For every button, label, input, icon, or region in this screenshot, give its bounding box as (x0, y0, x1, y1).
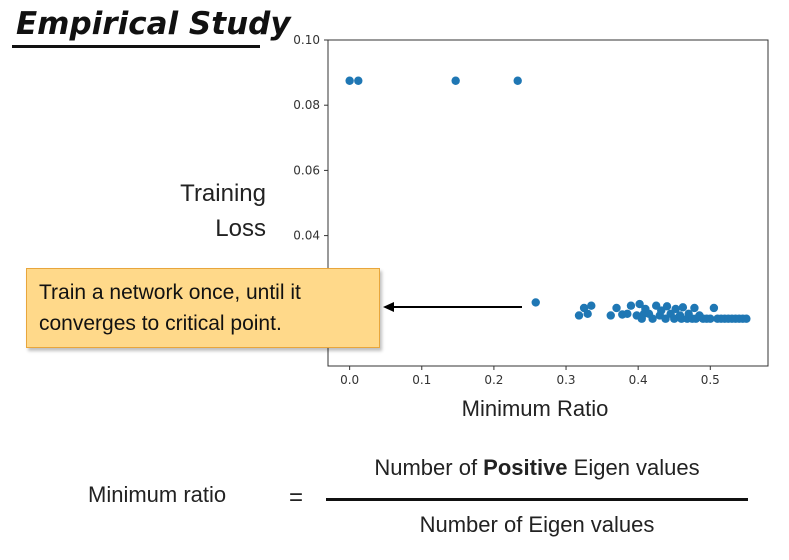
data-point (648, 314, 657, 323)
data-point (606, 311, 615, 320)
x-tick-label: 0.0 (340, 373, 359, 387)
y-tick-label: 0.06 (293, 163, 320, 177)
data-point (662, 302, 672, 311)
y-tick-label: 0.04 (293, 229, 320, 243)
data-point (345, 76, 354, 85)
data-point (451, 76, 460, 85)
data-point (587, 301, 596, 310)
data-point (574, 311, 584, 320)
data-point (513, 76, 522, 85)
data-point (678, 303, 688, 312)
slide-title: Empirical Study (16, 6, 291, 42)
formula-numerator: Number of Positive Eigen values (326, 455, 748, 481)
numerator-pre: Number of (374, 455, 484, 480)
equals-sign: = (289, 484, 304, 511)
y-tick-label: 0.08 (293, 98, 320, 112)
x-tick-label: 0.2 (484, 373, 503, 387)
y-ticks: 0.020.040.060.080.10 (293, 33, 328, 308)
x-tick-label: 0.1 (412, 373, 431, 387)
data-points (345, 76, 751, 323)
data-point (742, 314, 751, 323)
x-axis-label: Minimum Ratio (461, 396, 609, 421)
data-point (690, 303, 699, 313)
arrow (383, 302, 522, 312)
data-point (626, 301, 636, 310)
data-point (635, 299, 644, 309)
x-tick-label: 0.5 (701, 373, 720, 387)
fraction-line (326, 498, 748, 501)
formula-denominator: Number of Eigen values (419, 512, 655, 537)
data-point (709, 303, 719, 313)
data-point (354, 76, 363, 85)
callout-box: Train a network once, until it converges… (26, 268, 380, 348)
numerator-bold: Positive (483, 455, 568, 480)
formula-lhs: Minimum ratio (88, 482, 227, 507)
plot-frame (327, 39, 769, 367)
data-point (706, 314, 715, 323)
x-tick-label: 0.3 (556, 373, 575, 387)
y-axis-label: Training Loss (148, 176, 266, 246)
y-tick-label: 0.10 (293, 33, 320, 47)
y-axis-label-line1: Training (180, 180, 266, 207)
title-underline (12, 45, 260, 48)
data-point (583, 309, 592, 319)
y-axis-label-line2: Loss (215, 215, 266, 242)
data-point (677, 314, 686, 323)
data-point (637, 314, 646, 323)
x-tick-label: 0.4 (629, 373, 648, 387)
numerator-post: Eigen values (567, 455, 700, 480)
data-point (612, 303, 621, 313)
data-point (671, 304, 680, 314)
data-point (623, 309, 632, 319)
data-point (531, 298, 540, 307)
x-ticks: 0.0 0.1 0.2 0.3 0.4 0.5 (340, 366, 720, 387)
data-point (657, 306, 666, 315)
